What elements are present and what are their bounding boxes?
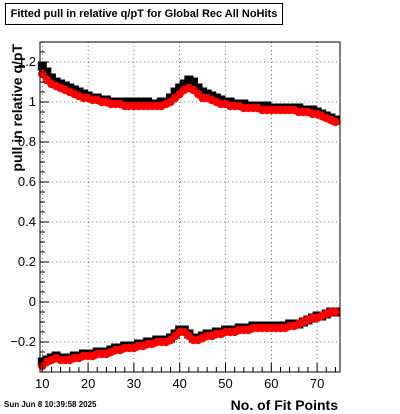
data-point — [179, 79, 189, 89]
y-tick-label: 0.6 — [18, 174, 36, 189]
y-axis-label: pull in relative q/pT — [9, 44, 25, 172]
data-point — [331, 117, 340, 127]
x-tick-label: 70 — [310, 376, 324, 391]
x-tick-label: 10 — [35, 376, 49, 391]
x-tick-label: 60 — [264, 376, 278, 391]
data-point — [331, 307, 340, 317]
y-tick-label: 0.8 — [18, 134, 36, 149]
data-point — [184, 75, 194, 85]
footer-date: Sun Jun 8 10:39:58 2025 — [4, 400, 97, 409]
chart-title-box: Fitted pull in relative q/pT for Global … — [5, 3, 283, 25]
y-tick-label: 0.2 — [18, 254, 36, 269]
plot-frame — [39, 41, 341, 373]
y-tick-label: 0.4 — [18, 214, 36, 229]
data-point — [42, 67, 52, 77]
data-point — [37, 61, 47, 71]
axis-layer: 10 20 30 40 50 60 70 −0.2 0 0.2 0.4 0.6 0.8 1 1.2 — [10, 41, 336, 391]
y-tick-label: 1 — [29, 94, 36, 109]
y-tick-label: 0 — [29, 294, 36, 309]
y-tick-label: −0.2 — [10, 334, 36, 349]
chart-title: Fitted pull in relative q/pT for Global … — [10, 8, 278, 20]
data-layer — [37, 61, 340, 371]
x-tick-label: 40 — [172, 376, 186, 391]
x-tick-label: 50 — [218, 376, 232, 391]
x-axis-label: No. of Fit Points — [231, 397, 339, 413]
x-tick-label: 20 — [81, 376, 95, 391]
data-point — [46, 73, 56, 83]
data-point — [175, 83, 185, 93]
data-point — [188, 77, 198, 87]
x-tick-label: 30 — [127, 376, 141, 391]
data-point — [170, 87, 180, 97]
data-point — [198, 87, 208, 97]
y-tick-label: 1.2 — [18, 54, 36, 69]
data-point — [193, 83, 203, 93]
